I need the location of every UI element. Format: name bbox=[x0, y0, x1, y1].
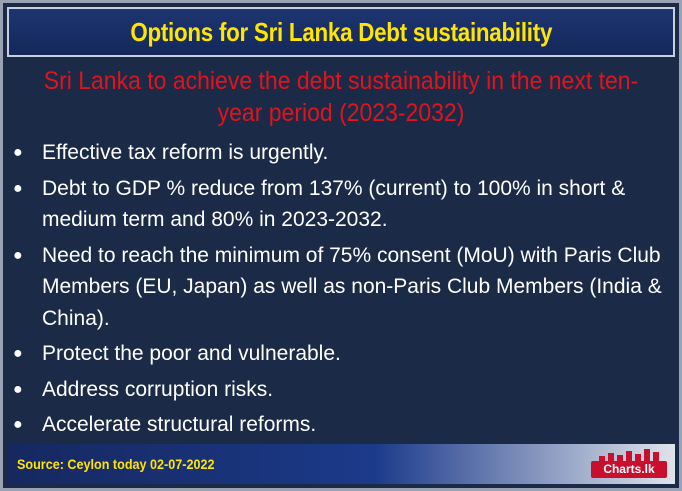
bullet-list: ● Effective tax reform is urgently. ● De… bbox=[11, 137, 673, 445]
footer-bar: Source: Ceylon today 02-07-2022 Charts.l… bbox=[7, 444, 675, 484]
bullet-item: ● Address corruption risks. bbox=[11, 374, 673, 406]
bullet-icon: ● bbox=[13, 144, 23, 161]
charts-lk-logo: Charts.lk bbox=[591, 449, 667, 479]
bullet-text: Debt to GDP % reduce from 137% (current)… bbox=[42, 176, 626, 232]
bullet-item: ● Protect the poor and vulnerable. bbox=[11, 338, 673, 370]
bullet-text: Protect the poor and vulnerable. bbox=[42, 342, 341, 365]
bullet-icon: ● bbox=[13, 179, 23, 197]
bullet-icon: ● bbox=[13, 345, 23, 362]
bullet-icon: ● bbox=[13, 246, 23, 264]
slide-subtitle: Sri Lanka to achieve the debt sustainabi… bbox=[43, 67, 639, 127]
bullet-text: Accelerate structural reforms. bbox=[42, 413, 317, 436]
bullet-item: ● Debt to GDP % reduce from 137% (curren… bbox=[11, 173, 673, 236]
bullet-item: ● Effective tax reform is urgently. bbox=[11, 137, 673, 169]
slide-title: Options for Sri Lanka Debt sustainabilit… bbox=[130, 16, 552, 47]
bullet-icon: ● bbox=[13, 416, 23, 433]
logo-text: Charts.lk bbox=[591, 461, 667, 478]
bullet-text: Address corruption risks. bbox=[42, 377, 274, 401]
title-bar: Options for Sri Lanka Debt sustainabilit… bbox=[7, 7, 675, 57]
bullet-icon: ● bbox=[13, 380, 23, 398]
logo-bars-icon bbox=[597, 449, 661, 461]
bullet-text: Need to reach the minimum of 75% consent… bbox=[42, 243, 662, 330]
bullet-item: ● Accelerate structural reforms. bbox=[11, 409, 673, 441]
bullet-text: Effective tax reform is urgently. bbox=[42, 141, 329, 164]
bullet-item: ● Need to reach the minimum of 75% conse… bbox=[11, 240, 673, 335]
source-note: Source: Ceylon today 02-07-2022 bbox=[17, 456, 215, 472]
